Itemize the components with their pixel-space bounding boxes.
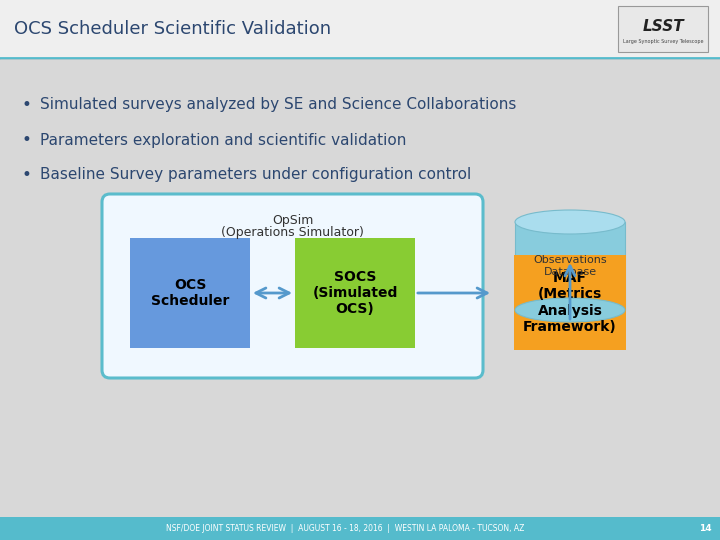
Text: (Operations Simulator): (Operations Simulator) [221, 226, 364, 239]
Text: Baseline Survey parameters under configuration control: Baseline Survey parameters under configu… [40, 167, 472, 183]
Ellipse shape [515, 210, 625, 234]
FancyBboxPatch shape [0, 517, 720, 540]
Text: OCS Scheduler Scientific Validation: OCS Scheduler Scientific Validation [14, 20, 331, 38]
FancyBboxPatch shape [0, 0, 720, 58]
FancyBboxPatch shape [130, 238, 250, 348]
Text: OCS
Scheduler: OCS Scheduler [150, 278, 229, 308]
FancyBboxPatch shape [618, 6, 708, 52]
Text: •: • [22, 131, 32, 149]
Text: LSST: LSST [642, 19, 684, 34]
Text: OpSim: OpSim [272, 214, 313, 227]
Text: Parameters exploration and scientific validation: Parameters exploration and scientific va… [40, 132, 406, 147]
Text: 14: 14 [698, 524, 711, 533]
Polygon shape [515, 222, 625, 310]
Text: NSF/DOE JOINT STATUS REVIEW  |  AUGUST 16 - 18, 2016  |  WESTIN LA PALOMA - TUCS: NSF/DOE JOINT STATUS REVIEW | AUGUST 16 … [166, 524, 524, 533]
Text: •: • [22, 166, 32, 184]
FancyBboxPatch shape [295, 238, 415, 348]
FancyBboxPatch shape [102, 194, 483, 378]
FancyBboxPatch shape [514, 255, 626, 350]
Text: Large Synoptic Survey Telescope: Large Synoptic Survey Telescope [623, 39, 703, 44]
Text: •: • [22, 96, 32, 114]
Text: Simulated surveys analyzed by SE and Science Collaborations: Simulated surveys analyzed by SE and Sci… [40, 98, 516, 112]
Text: MAF
(Metrics
Analysis
Framework): MAF (Metrics Analysis Framework) [523, 271, 617, 334]
Text: Observations
Database: Observations Database [534, 255, 607, 277]
Text: SOCS
(Simulated
OCS): SOCS (Simulated OCS) [312, 270, 397, 316]
Ellipse shape [515, 298, 625, 322]
